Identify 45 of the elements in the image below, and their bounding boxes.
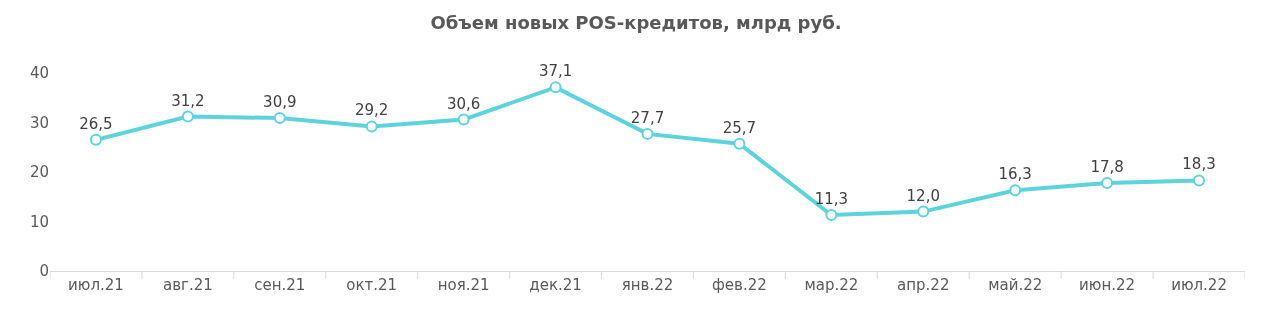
- point: [181, 110, 194, 123]
- point: [365, 120, 378, 133]
- data-label: 30,9: [263, 93, 297, 112]
- point: [549, 81, 562, 94]
- data-label: 18,3: [1182, 155, 1216, 174]
- point: [89, 133, 102, 146]
- point: [641, 127, 654, 140]
- data-label: 30,6: [446, 94, 481, 113]
- x-tick-label: ноя.21: [437, 276, 490, 294]
- point: [1009, 184, 1022, 197]
- point: [273, 112, 286, 125]
- point: [825, 209, 838, 222]
- x-tick-label: авг.21: [162, 276, 213, 294]
- x-tick-label: апр.22: [897, 276, 950, 294]
- point: [457, 113, 470, 126]
- x-tick-label: окт.21: [346, 276, 398, 294]
- y-tick-label: 0: [39, 262, 49, 281]
- x-tick-label: июл.22: [1171, 276, 1227, 294]
- y-tick-label: 20: [29, 163, 49, 182]
- x-tick-label: мар.22: [804, 276, 859, 294]
- y-tick-label: 40: [29, 64, 49, 83]
- data-label: 11,3: [814, 190, 849, 209]
- data-label: 17,8: [1090, 157, 1124, 176]
- x-tick-label: май.22: [988, 276, 1043, 294]
- chart-title: Объем новых POS-кредитов, млрд руб.: [430, 11, 842, 33]
- point: [733, 137, 746, 150]
- point: [917, 205, 930, 218]
- data-label: 31,2: [171, 91, 205, 110]
- x-tick-label: июн.22: [1079, 276, 1136, 294]
- point: [1101, 176, 1114, 189]
- data-label: 29,2: [355, 101, 389, 120]
- y-tick-label: 30: [29, 113, 49, 132]
- data-label: 26,5: [79, 114, 113, 133]
- x-tick-label: янв.22: [621, 276, 674, 294]
- x-tick-label: дек.21: [529, 276, 582, 294]
- y-tick-label: 10: [29, 212, 49, 231]
- x-tick-label: фев.22: [712, 276, 767, 294]
- x-tick-label: июл.21: [68, 276, 124, 294]
- data-label: 25,7: [722, 118, 757, 137]
- data-label: 37,1: [538, 62, 573, 81]
- x-tick-label: сен.21: [254, 276, 306, 294]
- data-label: 12,0: [906, 186, 940, 205]
- point: [1193, 174, 1206, 187]
- data-label: 27,7: [630, 108, 665, 127]
- data-label: 16,3: [998, 165, 1032, 184]
